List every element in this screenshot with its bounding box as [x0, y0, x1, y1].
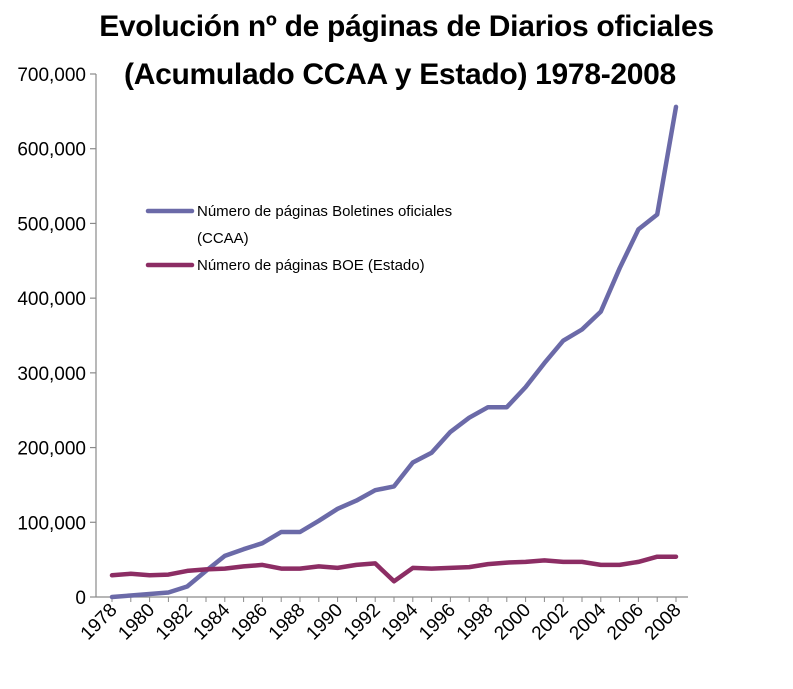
chart-title-line-1: Evolución nº de páginas de Diarios ofici… — [99, 10, 714, 43]
x-tick-label: 1982 — [152, 600, 197, 645]
x-tick-label: 1980 — [114, 600, 159, 645]
x-tick-label: 1998 — [453, 600, 498, 645]
legend-label-ccaa-line2: (CCAA) — [197, 230, 249, 247]
x-tick-label: 1994 — [378, 599, 423, 644]
x-tick-label: 1996 — [415, 600, 460, 645]
series-lines — [109, 104, 679, 600]
y-tick-label: 600,000 — [17, 140, 86, 161]
x-tick-label: 1988 — [265, 600, 310, 645]
x-tick-label: 2004 — [566, 599, 611, 644]
y-tick-label: 300,000 — [17, 364, 86, 385]
chart-title-line-2: (Acumulado CCAA y Estado) 1978-2008 — [124, 58, 676, 91]
series-line-boe — [109, 554, 679, 584]
x-tick-label: 2006 — [603, 600, 648, 645]
x-tick-label: 1990 — [302, 600, 347, 645]
y-tick-label: 700,000 — [17, 65, 86, 86]
y-tick-label: 0 — [75, 588, 86, 609]
y-tick-label: 400,000 — [17, 289, 86, 310]
x-tick-label: 2002 — [528, 600, 573, 645]
y-ticks: 0 100,000 200,000 300,000 400,000 500,000 600,… — [17, 65, 96, 609]
legend-label-ccaa: Número de páginas Boletines oficiales — [197, 203, 452, 220]
x-tick-label: 2008 — [641, 600, 686, 645]
x-tick-label: 1984 — [190, 599, 235, 644]
x-tick-label: 1986 — [227, 600, 272, 645]
y-tick-label: 500,000 — [17, 214, 86, 235]
x-tick-label: 1992 — [340, 600, 385, 645]
x-tick-label: 2000 — [490, 600, 535, 645]
y-tick-label: 100,000 — [17, 513, 86, 534]
y-tick-label: 200,000 — [17, 439, 86, 460]
x-ticks: 1978198019821984198619881990199219941996… — [77, 597, 686, 644]
series-line-ccaa — [109, 104, 679, 600]
legend: Número de páginas Boletines oficiales (C… — [145, 203, 452, 274]
legend-label-boe: Número de páginas BOE (Estado) — [197, 257, 425, 274]
